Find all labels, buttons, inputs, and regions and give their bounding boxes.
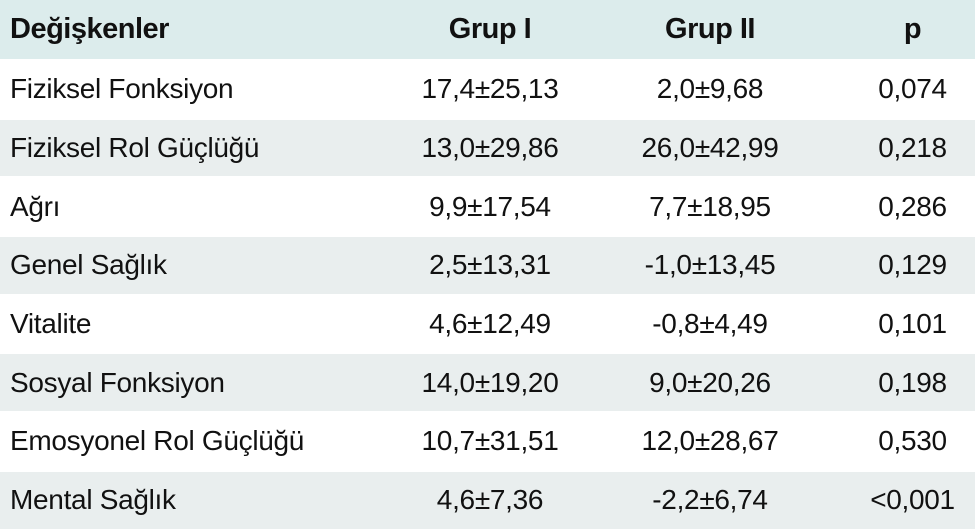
row-p-value: 0,218: [878, 132, 947, 164]
header-group-2: Grup II: [665, 13, 755, 45]
row-variable: Vitalite: [10, 308, 92, 340]
header-group-1: Grup I: [448, 13, 532, 45]
row-group-2-value: 26,0±42,99: [641, 132, 779, 164]
row-p-value: 0,101: [878, 308, 947, 340]
row-group-2-value: 12,0±28,67: [641, 425, 779, 457]
row-group-2-value: 7,7±18,95: [649, 190, 771, 222]
header-variables: Değişkenler: [10, 13, 169, 45]
row-p-value: 0,286: [878, 190, 947, 222]
row-p-value: 0,198: [878, 366, 947, 398]
table-row: Genel Sağlık 2,5±13,31 -1,0±13,45 0,129: [0, 237, 975, 296]
row-group-1-value: 10,7±31,51: [421, 425, 559, 457]
row-group-1-value: 2,5±13,31: [429, 249, 551, 281]
table-row: Fiziksel Rol Güçlüğü 13,0±29,86 26,0±42,…: [0, 119, 975, 179]
table-row: Mental Sağlık 4,6±7,36 -2,2±6,74 <0,001: [0, 471, 975, 531]
table-row: Emosyonel Rol Güçlüğü 10,7±31,51 12,0±28…: [0, 413, 975, 472]
table-row: Sosyal Fonksiyon 14,0±19,20 9,0±20,26 0,…: [0, 354, 975, 414]
row-group-2-value: 2,0±9,68: [656, 73, 764, 105]
row-variable: Sosyal Fonksiyon: [10, 366, 225, 398]
table-row: Vitalite 4,6±12,49 -0,8±4,49 0,101: [0, 295, 975, 355]
row-variable: Fiziksel Rol Güçlüğü: [10, 132, 260, 164]
row-p-value: <0,001: [870, 484, 955, 516]
header-p-value: p: [903, 13, 922, 45]
row-group-2-value: -2,2±6,74: [652, 484, 768, 516]
row-group-1-value: 13,0±29,86: [421, 132, 559, 164]
table-header-row: Değişkenler Grup I Grup II p: [0, 0, 975, 61]
row-group-1-value: 14,0±19,20: [421, 366, 559, 398]
row-group-2-value: 9,0±20,26: [649, 366, 771, 398]
row-variable: Emosyonel Rol Güçlüğü: [10, 425, 305, 457]
row-p-value: 0,074: [878, 73, 947, 105]
row-variable: Mental Sağlık: [10, 484, 176, 516]
row-group-1-value: 4,6±7,36: [436, 484, 544, 516]
row-group-1-value: 4,6±12,49: [429, 308, 551, 340]
table-row: Ağrı 9,9±17,54 7,7±18,95 0,286: [0, 178, 975, 238]
row-group-1-value: 9,9±17,54: [429, 190, 551, 222]
row-group-1-value: 17,4±25,13: [421, 73, 559, 105]
row-variable: Ağrı: [10, 190, 61, 222]
row-group-2-value: -0,8±4,49: [652, 308, 768, 340]
row-p-value: 0,129: [878, 249, 947, 281]
table-row: Fiziksel Fonksiyon 17,4±25,13 2,0±9,68 0…: [0, 61, 975, 120]
row-variable: Fiziksel Fonksiyon: [10, 73, 234, 105]
row-variable: Genel Sağlık: [10, 249, 167, 281]
row-p-value: 0,530: [878, 425, 947, 457]
row-group-2-value: -1,0±13,45: [644, 249, 776, 281]
